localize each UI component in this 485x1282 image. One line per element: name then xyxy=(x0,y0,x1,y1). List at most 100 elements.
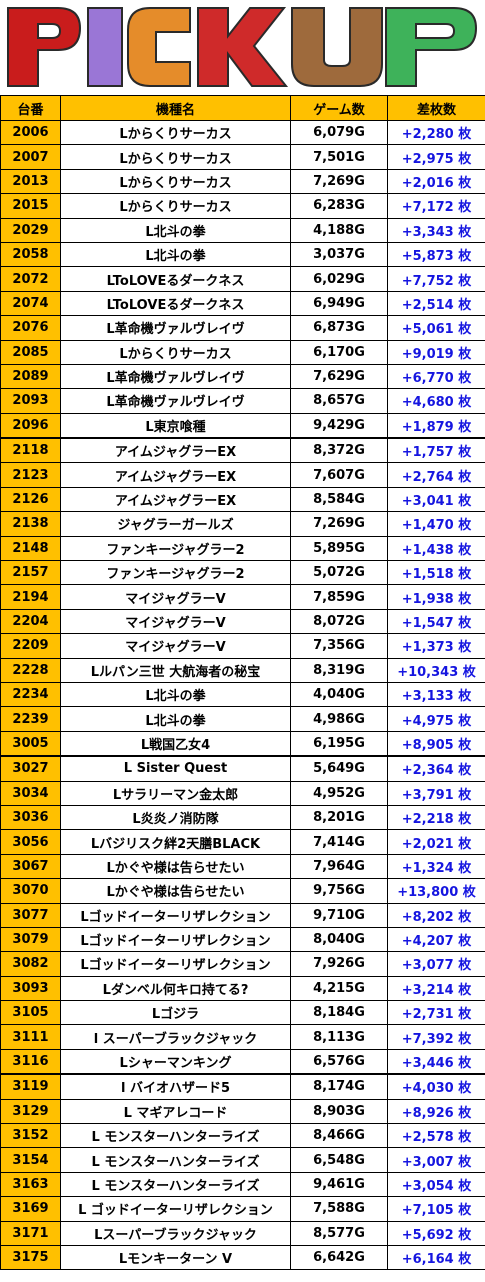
machine-name-cell: L モンスターハンターライズ xyxy=(60,1147,291,1173)
coin-diff-cell: +1,757 枚 xyxy=(387,437,485,464)
coin-diff-cell: +1,470 枚 xyxy=(387,511,485,537)
machine-no-cell: 2096 xyxy=(0,412,61,439)
machine-name-cell: Lゴジラ xyxy=(60,1000,291,1026)
logo-letter-p xyxy=(7,7,82,87)
machine-no-cell: 2085 xyxy=(0,339,61,365)
machine-no-cell: 3111 xyxy=(0,1024,61,1050)
coin-diff-cell: +2,280 枚 xyxy=(387,119,485,146)
game-count-cell: 4,952G xyxy=(290,780,388,806)
pickup-logo xyxy=(7,7,478,87)
coin-diff-cell: +4,207 枚 xyxy=(387,926,485,953)
game-count-cell: 7,964G xyxy=(290,853,388,880)
machine-name-cell: アイムジャグラーEX xyxy=(60,462,291,488)
machine-name-cell: L革命機ヴァルヴレイヴ xyxy=(60,388,291,414)
machine-name-cell: LToLOVEるダークネス xyxy=(60,266,291,292)
game-count-cell: 4,215G xyxy=(290,975,388,1002)
game-count-cell: 6,642G xyxy=(290,1244,388,1271)
table-row: 3077 Lゴッドイーターリザレクション 9,710G +8,202 枚 xyxy=(0,902,485,928)
coin-diff-cell: +3,343 枚 xyxy=(387,217,485,243)
table-row: 3169 L ゴッドイーターリザレクション 7,588G +7,105 枚 xyxy=(0,1196,485,1222)
table-row: 2096 L東京喰種 9,429G +1,879 枚 xyxy=(0,412,485,439)
machine-no-cell: 3116 xyxy=(0,1048,61,1075)
table-row: 3036 L炎炎ノ消防隊 8,201G +2,218 枚 xyxy=(0,804,485,831)
coin-diff-cell: +9,019 枚 xyxy=(387,339,485,365)
game-count-cell: 8,319G xyxy=(290,657,388,683)
coin-diff-cell: +2,218 枚 xyxy=(387,804,485,831)
game-count-cell: 8,040G xyxy=(290,926,388,953)
coin-diff-cell: +1,324 枚 xyxy=(387,853,485,880)
game-count-cell: 7,859G xyxy=(290,584,388,610)
game-count-cell: 6,029G xyxy=(290,266,388,292)
table-row: 2234 L北斗の拳 4,040G +3,133 枚 xyxy=(0,681,485,708)
table-row: 2085 Lからくりサーカス 6,170G +9,019 枚 xyxy=(0,339,485,365)
machine-no-cell: 2234 xyxy=(0,681,61,708)
machine-name-cell: l スーパーブラックジャック xyxy=(60,1024,291,1050)
machine-no-cell: 2072 xyxy=(0,266,61,292)
table-row: 3105 Lゴジラ 8,184G +2,731 枚 xyxy=(0,1000,485,1026)
machine-name-cell: Lバジリスク絆2天膳BLACK xyxy=(60,829,291,855)
machine-no-cell: 3067 xyxy=(0,853,61,880)
coin-diff-cell: +5,692 枚 xyxy=(387,1220,485,1246)
table-row: 2239 L北斗の拳 4,986G +4,975 枚 xyxy=(0,706,485,732)
machine-no-cell: 3005 xyxy=(0,730,61,757)
machine-name-cell: Lからくりサーカス xyxy=(60,168,291,195)
game-count-cell: 8,657G xyxy=(290,388,388,414)
game-count-cell: 7,607G xyxy=(290,462,388,488)
game-count-cell: 4,040G xyxy=(290,681,388,708)
table-row: 2013 Lからくりサーカス 7,269G +2,016 枚 xyxy=(0,168,485,195)
table-row: 3079 Lゴッドイーターリザレクション 8,040G +4,207 枚 xyxy=(0,926,485,953)
table-row: 2118 アイムジャグラーEX 8,372G +1,757 枚 xyxy=(0,437,485,464)
table-row: 3152 L モンスターハンターライズ 8,466G +2,578 枚 xyxy=(0,1123,485,1149)
coin-diff-cell: +4,680 枚 xyxy=(387,388,485,414)
coin-diff-cell: +1,547 枚 xyxy=(387,608,485,635)
machine-no-cell: 3119 xyxy=(0,1073,61,1100)
game-count-cell: 5,649G xyxy=(290,755,388,782)
table-row: 3171 Lスーパーブラックジャック 8,577G +5,692 枚 xyxy=(0,1220,485,1246)
table-row: 3116 Lシャーマンキング 6,576G +3,446 枚 xyxy=(0,1048,485,1075)
game-count-cell: 7,356G xyxy=(290,633,388,659)
game-count-cell: 7,926G xyxy=(290,951,388,977)
game-count-cell: 7,501G xyxy=(290,144,388,170)
game-count-cell: 7,414G xyxy=(290,829,388,855)
table-row: 2157 ファンキージャグラー2 5,072G +1,518 枚 xyxy=(0,560,485,586)
coin-diff-cell: +13,800 枚 xyxy=(387,878,485,904)
table-header-row: 台番 機種名 ゲーム数 差枚数 xyxy=(0,95,485,121)
table-row: 3154 L モンスターハンターライズ 6,548G +3,007 枚 xyxy=(0,1147,485,1173)
coin-diff-cell: +3,791 枚 xyxy=(387,780,485,806)
coin-diff-cell: +2,016 枚 xyxy=(387,168,485,195)
game-count-cell: 4,188G xyxy=(290,217,388,243)
machine-no-cell: 2076 xyxy=(0,315,61,341)
coin-diff-cell: +2,731 枚 xyxy=(387,1000,485,1026)
table-row: 2029 L北斗の拳 4,188G +3,343 枚 xyxy=(0,217,485,243)
table-row: 3070 Lかぐや様は告らせたい 9,756G +13,800 枚 xyxy=(0,878,485,904)
header-machine-no: 台番 xyxy=(0,95,61,121)
table-row: 2148 ファンキージャグラー2 5,895G +1,438 枚 xyxy=(0,535,485,562)
table-row: 3119 l バイオハザード5 8,174G +4,030 枚 xyxy=(0,1073,485,1100)
coin-diff-cell: +1,938 枚 xyxy=(387,584,485,610)
game-count-cell: 4,986G xyxy=(290,706,388,732)
coin-diff-cell: +5,061 枚 xyxy=(387,315,485,341)
machine-no-cell: 3093 xyxy=(0,975,61,1002)
coin-diff-cell: +8,202 枚 xyxy=(387,902,485,928)
machine-no-cell: 3077 xyxy=(0,902,61,928)
header-game-count: ゲーム数 xyxy=(290,95,388,121)
game-count-cell: 9,461G xyxy=(290,1171,388,1198)
game-count-cell: 6,283G xyxy=(290,193,388,219)
machine-no-cell: 2013 xyxy=(0,168,61,195)
machine-name-cell: L革命機ヴァルヴレイヴ xyxy=(60,315,291,341)
machine-no-cell: 2089 xyxy=(0,363,61,390)
coin-diff-cell: +1,373 枚 xyxy=(387,633,485,659)
coin-diff-cell: +10,343 枚 xyxy=(387,657,485,683)
game-count-cell: 8,372G xyxy=(290,437,388,464)
machine-no-cell: 2074 xyxy=(0,290,61,317)
game-count-cell: 3,037G xyxy=(290,241,388,268)
machine-name-cell: Lダンベル何キロ持てる? xyxy=(60,975,291,1002)
machine-name-cell: Lルパン三世 大航海者の秘宝 xyxy=(60,657,291,683)
game-count-cell: 6,949G xyxy=(290,290,388,317)
machine-name-cell: ファンキージャグラー2 xyxy=(60,535,291,562)
table-row: 3082 Lゴッドイーターリザレクション 7,926G +3,077 枚 xyxy=(0,951,485,977)
machine-no-cell: 3056 xyxy=(0,829,61,855)
machine-no-cell: 3152 xyxy=(0,1123,61,1149)
coin-diff-cell: +2,764 枚 xyxy=(387,462,485,488)
machine-no-cell: 2204 xyxy=(0,608,61,635)
